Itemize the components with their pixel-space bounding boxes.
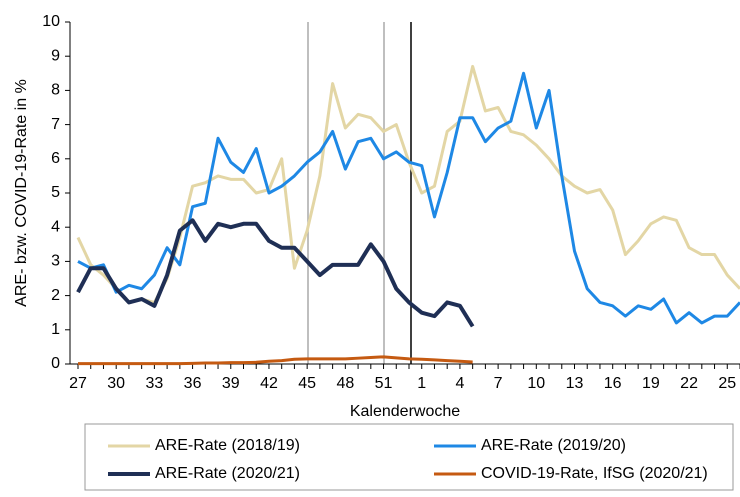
x-tick-label: 30	[107, 375, 125, 392]
x-tick-label: 19	[642, 375, 660, 392]
x-tick-label: 45	[298, 375, 316, 392]
x-tick-label: 4	[455, 375, 464, 392]
x-tick-label: 36	[184, 375, 202, 392]
y-axis-label: ARE- bzw. COVID-19-Rate in %	[13, 79, 30, 307]
legend-label: ARE-Rate (2019/20)	[481, 437, 626, 454]
series-line	[78, 355, 473, 366]
y-tick-label: 5	[51, 184, 60, 201]
legend-label: COVID-19-Rate, IfSG (2020/21)	[481, 465, 708, 482]
x-tick-label: 7	[494, 375, 503, 392]
x-tick-label: 48	[336, 375, 354, 392]
y-tick-label: 4	[51, 218, 60, 235]
x-tick-label: 22	[680, 375, 698, 392]
series-line	[76, 64, 740, 304]
x-tick-label: 33	[145, 375, 163, 392]
x-tick-label: 27	[69, 375, 87, 392]
y-tick-label: 8	[51, 82, 60, 99]
x-tick-label: 42	[260, 375, 278, 392]
x-tick-label: 51	[375, 375, 393, 392]
y-tick-label: 2	[51, 287, 60, 304]
y-tick-label: 0	[51, 355, 60, 372]
x-tick-label: 25	[718, 375, 736, 392]
y-tick-label: 10	[42, 13, 60, 30]
series-line	[77, 71, 740, 325]
x-tick-label: 1	[417, 375, 426, 392]
legend-label: ARE-Rate (2018/19)	[155, 437, 300, 454]
x-axis-label: Kalenderwoche	[350, 403, 460, 420]
legend-box	[84, 423, 734, 491]
x-tick-label: 13	[566, 375, 584, 392]
x-tick-label: 16	[604, 375, 622, 392]
y-tick-label: 6	[51, 150, 60, 167]
series-line	[76, 218, 475, 328]
y-tick-label: 1	[51, 321, 60, 338]
legend-label: ARE-Rate (2020/21)	[155, 465, 300, 482]
y-tick-label: 7	[51, 116, 60, 133]
x-tick-label: 39	[222, 375, 240, 392]
y-tick-label: 3	[51, 253, 60, 270]
y-tick-label: 9	[51, 47, 60, 64]
x-tick-label: 10	[527, 375, 545, 392]
